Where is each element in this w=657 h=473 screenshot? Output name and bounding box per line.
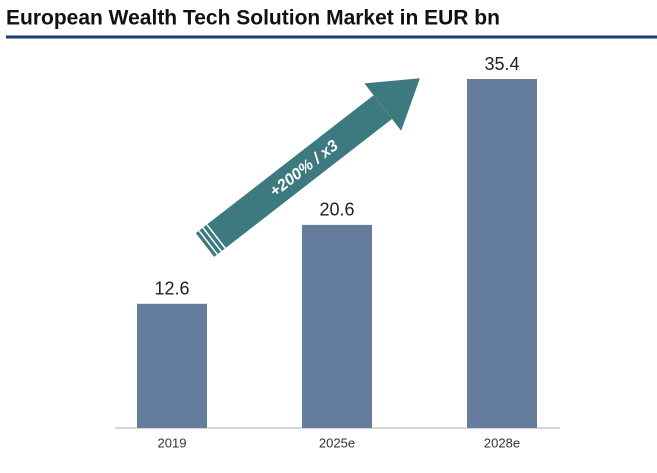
x-tick-label: 2019 (158, 435, 187, 450)
chart-title: European Wealth Tech Solution Market in … (6, 7, 500, 30)
value-label: 12.6 (154, 279, 189, 299)
bar (137, 303, 207, 428)
value-label: 35.4 (484, 54, 519, 74)
x-tick-label: 2028e (484, 435, 520, 450)
x-tick-label: 2025e (319, 435, 355, 450)
value-label: 20.6 (319, 200, 354, 220)
bar (302, 224, 372, 428)
annotation: +200% / x3 (267, 137, 342, 200)
bar (467, 79, 537, 428)
